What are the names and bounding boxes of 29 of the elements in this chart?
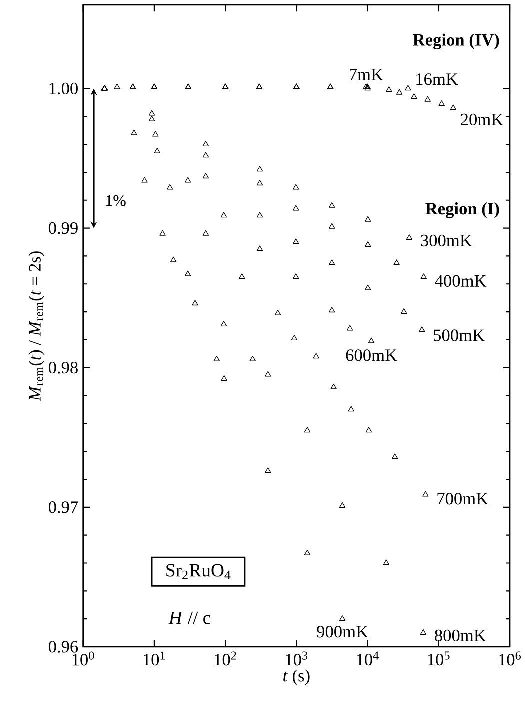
y-tick-label: 0.99 xyxy=(48,222,78,234)
y-tick-label: 0.97 xyxy=(48,502,78,514)
x-axis-title: t (s) xyxy=(284,670,310,686)
x-tick-label: 10$^{3}$ xyxy=(286,652,308,666)
annotation: Sr$_{2}$RuO$_{4}$ xyxy=(166,564,231,580)
x-tick-label: 10$^{4}$ xyxy=(357,652,379,666)
y-tick-label: 1.00 xyxy=(50,82,78,95)
x-tick-label: 10$^{1}$ xyxy=(144,652,166,666)
x-tick-label: 10$^{6}$ xyxy=(499,652,522,666)
legend-label: 800mK xyxy=(435,630,486,642)
x-tick-label: 10$^{5}$ xyxy=(428,652,450,666)
y-tick-label: 0.96 xyxy=(48,641,78,653)
text: M$_{rem}$(t) / M$_{rem}$(t = 2s) xyxy=(28,252,44,402)
annotation: 1% xyxy=(106,195,126,206)
legend-label: 500mK xyxy=(434,330,485,342)
series-label: 7mK xyxy=(350,69,384,80)
annotation: Region (IV) xyxy=(413,34,500,50)
x-tick-label: 10$^{0}$ xyxy=(72,652,94,666)
series-label: 16mK xyxy=(416,74,458,86)
series-label: 600mK xyxy=(346,350,398,362)
series-label: 300mK xyxy=(421,234,472,247)
legend-label: 900mK xyxy=(317,626,368,638)
legend-label: 400mK xyxy=(435,275,487,287)
annotation: Region (I) xyxy=(426,202,500,218)
y-tick-label: 0.98 xyxy=(48,362,78,374)
legend-label: 20mK xyxy=(461,114,504,126)
legend-label: 700mK xyxy=(438,493,488,505)
x-tick-label: 10$^{2}$ xyxy=(215,652,236,666)
annotation: H // c xyxy=(168,612,211,624)
